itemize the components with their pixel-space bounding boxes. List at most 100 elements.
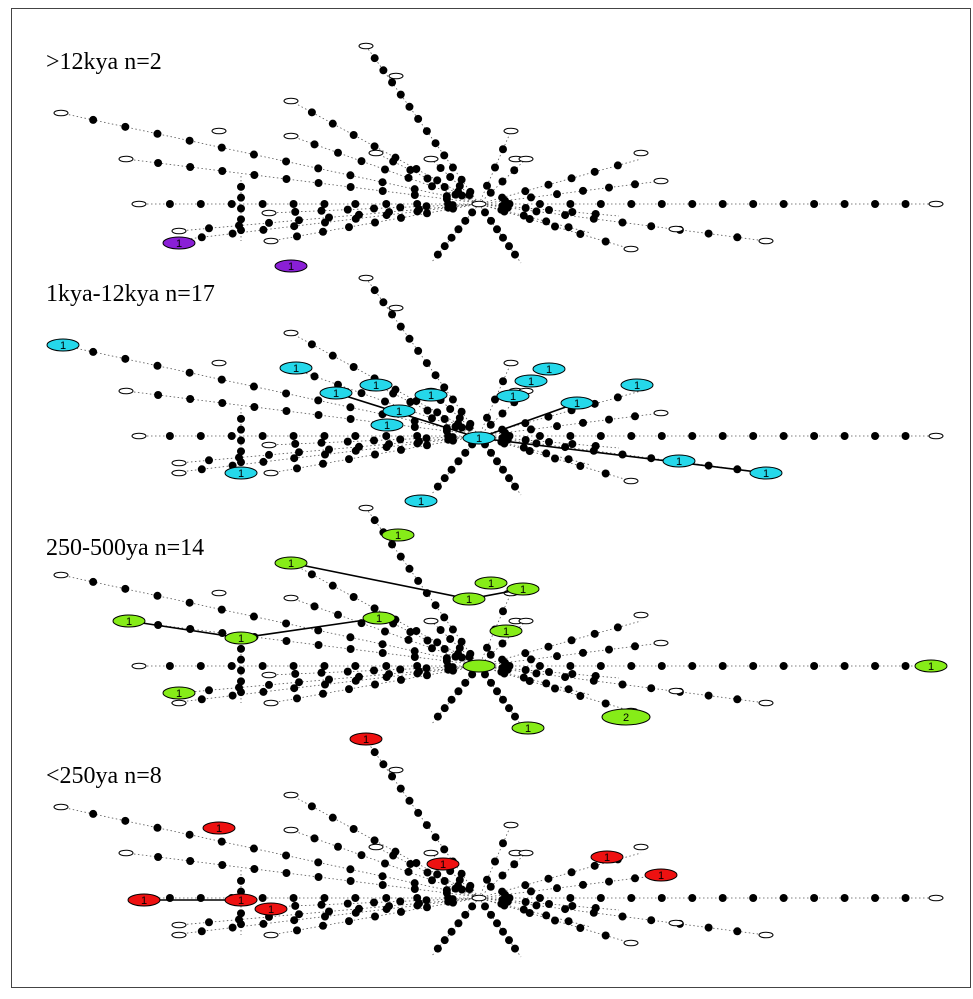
mutation-dot <box>596 432 605 440</box>
mutation-dot <box>197 465 206 474</box>
mutation-dot <box>396 784 405 793</box>
mutation-dot <box>779 662 788 670</box>
mutation-dot <box>317 900 326 909</box>
mutation-dot <box>423 174 432 183</box>
mutation-dot <box>423 903 431 912</box>
mutation-dot <box>328 351 337 360</box>
mutation-dot <box>381 627 389 636</box>
empty-haplotype-node <box>633 611 649 619</box>
haplotype-count-label: 1 <box>60 340 66 352</box>
mutation-dot <box>481 670 489 679</box>
mutation-dot <box>422 821 431 830</box>
mutation-dot <box>227 662 236 670</box>
haplotype-count-label: 1 <box>373 380 379 392</box>
sampled-haplotype-node <box>590 850 624 864</box>
mutation-dot <box>185 598 194 607</box>
mutation-dot <box>320 662 329 670</box>
sampled-haplotype-node <box>162 236 196 250</box>
network-edge <box>290 135 480 204</box>
mutation-dot <box>579 418 587 427</box>
mutation-dot <box>370 748 379 757</box>
mutation-dot <box>433 638 442 647</box>
mutation-dot <box>455 876 464 884</box>
mutation-dot <box>440 383 449 392</box>
empty-haplotype-node <box>633 843 649 851</box>
mutation-dot <box>749 200 758 208</box>
mutation-dot <box>718 894 727 902</box>
mutation-dot <box>185 368 194 377</box>
mutation-dot <box>718 200 727 208</box>
network-edge <box>60 806 480 898</box>
empty-haplotype-node <box>471 200 487 208</box>
network-edge <box>478 620 642 667</box>
mutation-dot <box>405 796 414 805</box>
mutation-dot <box>551 222 559 231</box>
network-edge <box>125 158 480 204</box>
mutation-dot <box>631 642 639 651</box>
mutation-dot <box>237 688 245 697</box>
mutation-dot <box>265 218 273 227</box>
mutation-dot <box>704 691 713 700</box>
mutation-dot <box>328 119 337 128</box>
haplotype-count-label: 1 <box>238 895 244 907</box>
haplotype-count-label: 1 <box>176 238 182 250</box>
mutation-dot <box>428 182 436 191</box>
sampled-haplotype-node <box>462 431 496 445</box>
mutation-dot <box>237 644 245 653</box>
haplotype-count-label: 1 <box>658 870 664 882</box>
sampled-haplotype-node <box>127 893 161 907</box>
mutation-dot <box>449 898 457 907</box>
mutation-dot <box>259 225 268 234</box>
mutation-dot <box>454 687 463 696</box>
mutation-dot <box>237 876 245 885</box>
mutation-dot <box>282 851 291 860</box>
empty-haplotype-node <box>211 359 227 367</box>
mutation-dot <box>519 443 528 452</box>
mutation-dot <box>291 669 300 678</box>
mutation-dot <box>532 669 541 678</box>
haplotype-count-label: 1 <box>268 904 274 916</box>
mutation-dot <box>535 432 544 440</box>
mutation-dot <box>579 186 587 195</box>
mutation-dot <box>343 437 352 446</box>
mutation-dot <box>412 627 421 635</box>
mutation-dot <box>561 673 570 682</box>
mutation-dot <box>871 662 880 670</box>
mutation-dot <box>205 224 213 233</box>
mutation-dot <box>631 412 639 421</box>
mutation-dot <box>405 102 414 111</box>
network-edge <box>478 130 512 205</box>
network-edge <box>478 362 512 437</box>
mutation-dot <box>449 666 457 675</box>
mutation-dot <box>197 233 206 242</box>
mutation-dot <box>290 222 299 231</box>
mutation-dot <box>325 213 333 222</box>
mutation-dot <box>601 931 610 940</box>
empty-haplotype-node <box>261 441 277 449</box>
mutation-dot <box>618 912 627 921</box>
mutation-dot <box>553 884 561 893</box>
mutation-dot <box>535 200 544 208</box>
mutation-dot <box>871 200 880 208</box>
mutation-dot <box>454 225 463 234</box>
empty-haplotype-node <box>118 849 134 857</box>
mutation-dot <box>493 919 501 928</box>
sampled-haplotype-node <box>224 466 258 480</box>
mutation-dot <box>349 593 358 601</box>
mutation-dot <box>779 894 788 902</box>
mutation-dot <box>505 936 513 945</box>
mutation-dot <box>461 910 470 919</box>
mutation-dot <box>414 346 423 355</box>
mutation-dot <box>378 872 387 881</box>
mutation-dot <box>491 163 499 172</box>
mutation-dot <box>688 432 697 440</box>
mutation-dot <box>510 860 519 869</box>
mutation-dot <box>228 691 237 700</box>
haplotype-count-label: 1 <box>363 734 369 746</box>
haplotype-count-label: 1 <box>510 391 516 403</box>
mutation-dot <box>810 432 819 440</box>
mutation-dot <box>564 685 573 694</box>
haplotype-count-label: 2 <box>623 712 629 724</box>
mutation-dot <box>258 662 267 670</box>
mutation-dot <box>542 217 551 226</box>
